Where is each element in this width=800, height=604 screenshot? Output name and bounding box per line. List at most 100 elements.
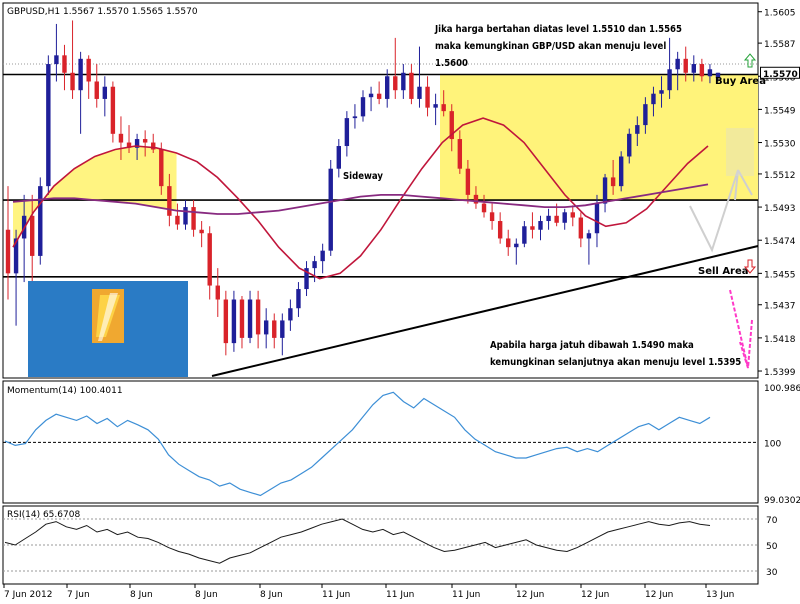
candle-body [263,320,269,335]
last-price-tag-inner [761,67,799,78]
candle-body [167,186,172,216]
time-axis-label: 8 Jun [260,590,283,600]
candle-body [126,142,132,148]
candle-body [159,149,164,187]
time-axis-label: 11 Jun [452,590,480,600]
candle-body [86,58,91,82]
note-bottom-line-2: kemungkinan selanjutnya akan menuju leve… [490,357,742,368]
price-axis-label: 1.5605 [764,9,796,19]
candle-body [183,207,188,225]
candle-body [473,194,479,204]
sell-arrow-icon [743,259,757,274]
candle-body [296,289,301,309]
candle-body [425,86,430,108]
candle-body [497,221,503,239]
price-axis-label: 1.5474 [764,237,796,247]
candle-body [70,72,75,91]
candle-body [118,133,124,143]
ma-fast-line [12,117,709,280]
candle-body [465,168,471,195]
candle-body [586,233,592,239]
ma-cross-fill [13,146,177,248]
symbol-header: GBPUSD,H1 1.5567 1.5570 1.5565 1.5570 [7,7,198,17]
candle-body [328,168,333,251]
candle-body [5,229,11,274]
candle-body [255,299,261,335]
candle-body [94,81,99,99]
momentum-line [4,391,711,497]
rsi-axis-label: 50 [766,542,778,552]
time-axis-label: 8 Jun [130,590,153,600]
candle-body [151,142,156,150]
momentum-axis-label: 100.9862 [764,384,800,394]
candle-body [699,64,705,77]
candle-body [336,146,341,169]
candle-body [320,250,325,262]
rsi-line [4,518,711,564]
candle-body [618,156,624,187]
sell-projection-icon [729,289,753,369]
note-top-line-3: 1.5600 [435,58,468,69]
candle-body [675,58,680,70]
candle-body [142,139,148,143]
price-axis-label: 1.5512 [764,171,796,181]
candle-body [223,299,229,344]
candle-body [522,226,527,244]
candle-body [489,212,495,222]
candle-body [393,76,398,91]
candle-body [546,215,551,222]
time-axis-label: 11 Jun [386,590,414,600]
price-axis-label: 1.5530 [764,140,796,150]
momentum-axis-label: 100 [764,439,781,449]
candle-body [562,212,567,223]
price-axis-label: 1.5437 [764,302,796,312]
time-axis-label: 11 Jun [322,590,350,600]
candle-body [594,203,600,234]
last-price-label: 1.5570 [763,70,798,80]
candle-body [457,139,463,169]
rsi-axis-label: 70 [766,516,778,526]
sideway-label: Sideway [343,171,383,182]
rsi-axis-label: 30 [766,568,778,578]
momentum-header: Momentum(14) 100.4011 [7,386,123,396]
candle-body [13,238,19,274]
projection-path-icon [689,169,753,253]
candle-body [54,55,59,65]
candle-body [506,238,511,248]
time-axis-label: 12 Jun [645,590,673,600]
candle-body [62,55,67,73]
candle-body [683,58,688,73]
time-axis-label: 13 Jun [706,590,734,600]
candle-body [385,76,390,99]
candle-body [433,104,438,108]
time-axis-label: 7 Jun [67,590,90,600]
candle-body [514,243,519,248]
candle-body [247,299,253,338]
rsi-header: RSI(14) 65.6708 [7,510,80,520]
candle-body [554,215,559,223]
supply-demand-zone [440,74,758,201]
uptrend-line [211,245,759,377]
price-axis-label: 1.5587 [764,40,796,50]
candle-body [239,299,245,338]
askap-futures-logo [28,281,188,377]
time-axis-label: 12 Jun [516,590,544,600]
candle-body [707,69,713,77]
candle-body [368,93,374,98]
candle-body [199,229,204,234]
candle-body [352,116,358,119]
candle-body [312,261,317,269]
candle-body [578,217,584,239]
candle-body [30,215,35,256]
candle-body [376,93,382,99]
candle-body [288,308,293,321]
candle-body [304,268,309,290]
price-axis-label: 1.5418 [764,335,796,345]
candle-body [46,64,51,187]
time-axis-label: 8 Jun [195,590,218,600]
projection-target-shade [726,128,754,176]
candle-body [602,177,608,204]
candle-body [530,226,535,230]
